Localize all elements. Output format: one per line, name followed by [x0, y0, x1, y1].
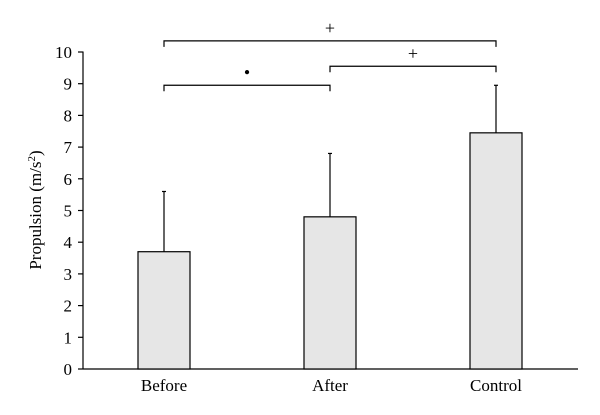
y-tick-label: 7	[64, 138, 73, 157]
y-tick-label: 5	[64, 202, 73, 221]
category-label-before: Before	[141, 376, 187, 395]
y-axis-title: Propulsion (m/s2)	[26, 150, 45, 269]
y-axis-title-superscript: 2	[26, 156, 38, 162]
category-label-control: Control	[470, 376, 522, 395]
significance-mark: •	[244, 62, 250, 82]
significance-mark: +	[408, 43, 418, 63]
y-tick-label: 3	[64, 265, 73, 284]
y-tick-label: 2	[64, 297, 73, 316]
significance-mark: +	[325, 18, 335, 38]
category-label-after: After	[312, 376, 348, 395]
bar-before	[137, 251, 191, 370]
category-labels: Before After Control	[141, 376, 522, 395]
y-tick-label: 0	[64, 360, 73, 379]
y-tick-label: 6	[64, 170, 73, 189]
y-axis-title-end: )	[26, 150, 45, 156]
error-bars	[162, 84, 498, 252]
bar-after	[303, 216, 357, 370]
significance-brackets: • + +	[163, 18, 497, 92]
y-ticks: 0 1 2 3 4 5 6 7 8 9 10	[55, 43, 83, 379]
bar-control	[469, 132, 523, 370]
bars	[137, 132, 523, 370]
y-tick-label: 4	[64, 233, 73, 252]
y-tick-label: 9	[64, 75, 73, 94]
y-tick-label: 1	[64, 328, 73, 347]
y-axis-title-main: Propulsion (m/s	[26, 162, 45, 270]
y-tick-label: 8	[64, 106, 73, 125]
significance-bracket	[163, 40, 497, 47]
y-tick-label: 10	[55, 43, 72, 62]
significance-bracket	[163, 84, 331, 92]
significance-bracket	[329, 65, 497, 73]
